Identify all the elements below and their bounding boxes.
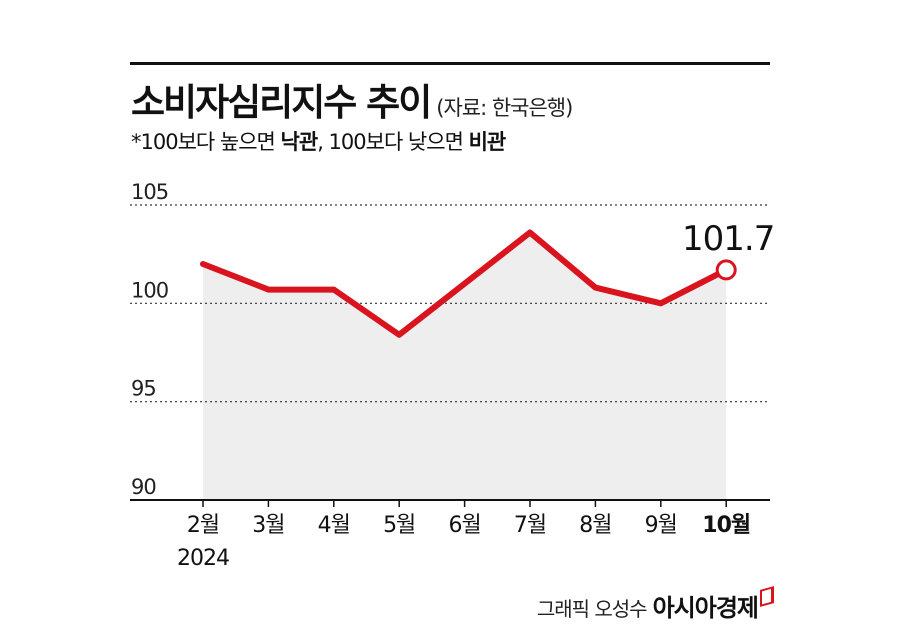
x-tick-label-7: 8월 (579, 513, 611, 538)
x-tick-label-1: 2월 (187, 513, 219, 538)
x-tick-label-8: 9월 (645, 513, 677, 538)
y-tick-label-105: 105 (131, 180, 168, 204)
y-tick-label-95: 95 (131, 377, 156, 401)
x-tick-label-6: 7월 (514, 513, 546, 538)
x-tick-label-2: 3월 (252, 513, 284, 538)
note-middle: , 100보다 낮으면 (317, 130, 469, 154)
y-tick-label-90: 90 (131, 475, 156, 499)
note-optimism: 낙관 (280, 130, 319, 154)
graphic-credit: 그래픽 오성수 (536, 597, 648, 621)
brand-logo-text: 아시아경제 (652, 594, 759, 622)
brand-mark-icon (760, 586, 774, 607)
highlight-point (715, 259, 737, 281)
x-year-label: 2024 (177, 546, 229, 571)
credit: 그래픽 오성수 아시아경제 (536, 586, 774, 623)
title-row: 소비자심리지수 추이 (자료: 한국은행) (131, 72, 573, 126)
x-tick-label-5: 6월 (448, 513, 480, 538)
note-prefix: *100보다 높으면 (131, 130, 281, 154)
source-label: (자료: 한국은행) (436, 96, 573, 120)
area-fill (203, 232, 727, 501)
x-tick-label-9: 10월 (702, 513, 750, 538)
top-rule (130, 62, 770, 65)
y-tick-label-100: 100 (131, 278, 168, 302)
highlight-value-label: 101.7 (682, 219, 774, 259)
chart-title: 소비자심리지수 추이 (131, 81, 432, 124)
series-line (200, 229, 730, 338)
x-tick-label-4: 5월 (383, 513, 415, 538)
note-pessimism: 비관 (468, 130, 507, 154)
x-tick-label-3: 4월 (318, 513, 350, 538)
chart-note: *100보다 높으면 낙관, 100보다 낮으면 비관 (131, 126, 507, 156)
